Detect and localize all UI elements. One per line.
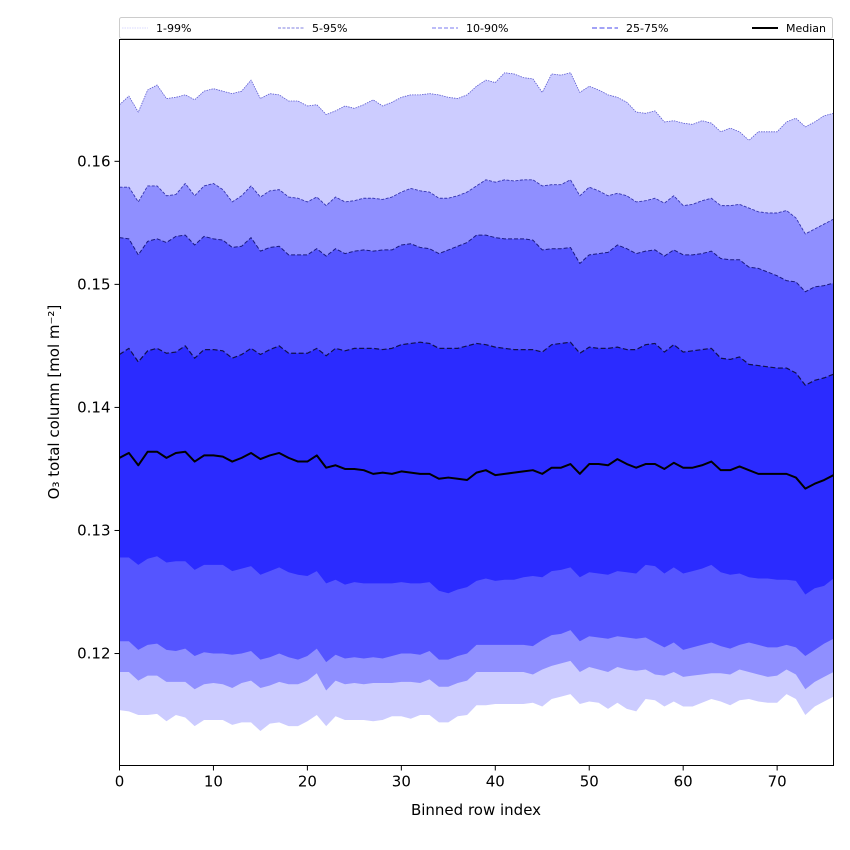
x-tick-label: 30 (392, 773, 411, 791)
legend: 1-99% 5-95% 10-90% 25-75% Median (119, 17, 833, 39)
legend-item: Median (752, 22, 826, 35)
legend-item: 1-99% (122, 22, 191, 35)
line-median (119, 450, 834, 490)
y-tick-label: 0.16 (77, 152, 110, 170)
y-axis-title: O₃ total column [mol m⁻²] (45, 305, 63, 500)
x-tick-label: 50 (580, 773, 599, 791)
y-tick-label: 0.15 (77, 275, 110, 293)
legend-label: Median (786, 22, 826, 35)
legend-item: 5-95% (278, 22, 347, 35)
legend-label: 10-90% (466, 22, 508, 35)
y-tick-label: 0.14 (77, 398, 110, 416)
x-tick-label: 20 (298, 773, 317, 791)
x-tick-label: 0 (115, 773, 125, 791)
x-tick-label: 70 (768, 773, 787, 791)
legend-item: 25-75% (592, 22, 668, 35)
line-p99 (119, 72, 834, 141)
x-axis: 0 10 20 30 40 50 60 70 (115, 765, 787, 791)
y-tick-label: 0.13 (77, 521, 110, 539)
legend-frame (119, 17, 833, 39)
legend-label: 1-99% (156, 22, 191, 35)
band-25-75 (119, 342, 834, 595)
x-axis-title: Binned row index (411, 801, 541, 819)
x-tick-label: 10 (204, 773, 223, 791)
line-p75 (119, 341, 834, 386)
y-axis: 0.12 0.13 0.14 0.15 0.16 (77, 152, 120, 663)
plot-frame (119, 39, 834, 766)
x-tick-label: 60 (674, 773, 693, 791)
x-tick-label: 40 (486, 773, 505, 791)
legend-label: 25-75% (626, 22, 668, 35)
legend-item: 10-90% (432, 22, 508, 35)
plot-area (119, 72, 834, 732)
y-tick-label: 0.12 (77, 645, 110, 663)
line-p95 (119, 179, 834, 235)
line-p90 (119, 234, 834, 293)
legend-label: 5-95% (312, 22, 347, 35)
